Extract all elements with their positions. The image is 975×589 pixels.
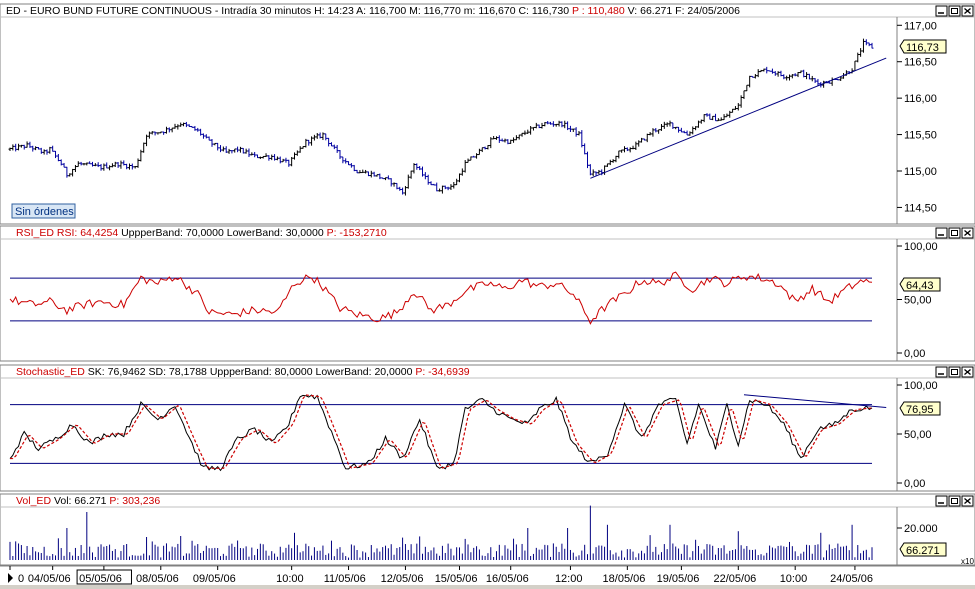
panel-border: [0, 225, 975, 362]
time-tick-label: 12/05/06: [381, 573, 424, 585]
price-last-value-tag: 116,73: [899, 39, 947, 54]
volume-scale-note: x10: [961, 557, 974, 566]
time-tick-label: 12:00: [555, 573, 583, 585]
maximize-icon: [951, 8, 958, 14]
time-tick-label: 24/05/06: [830, 573, 873, 585]
svg-text:116,73: 116,73: [906, 42, 939, 54]
time-tick-label: 04/05/06: [28, 573, 71, 585]
rsi-line: [9, 271, 873, 325]
price-tick-label: 114,50: [904, 202, 937, 214]
close-icon: [964, 230, 971, 236]
price-header: ED - EURO BUND FUTURE CONTINUOUS - Intra…: [6, 5, 740, 17]
time-tick-label: 08/05/06: [136, 573, 179, 585]
price-tick-label: 116,50: [904, 57, 937, 69]
time-tick-label: 10:00: [276, 573, 304, 585]
rsi-header: RSI_ED RSI: 64,4254 UppperBand: 70,0000 …: [16, 227, 387, 239]
stoch-tick-label: 0,00: [904, 478, 925, 490]
stoch-divergence-line: [743, 394, 887, 409]
close-icon: [964, 498, 971, 504]
panel-frames: [0, 3, 975, 567]
close-icon: [964, 369, 971, 375]
volume-header: Vol_ED Vol: 66.271 P: 303,236: [16, 495, 160, 507]
minimize-button: [935, 227, 948, 239]
minimize-button: [935, 5, 948, 17]
price-tick-label: 115,00: [904, 166, 937, 178]
price-tick-label: 117,00: [904, 20, 937, 32]
minimize-button: [935, 366, 948, 378]
time-tick-label: 15/05/06: [435, 573, 478, 585]
time-tick-label: 18/05/06: [603, 573, 646, 585]
time-tick-label: 11/05/06: [324, 573, 366, 585]
svg-text:76,95: 76,95: [906, 404, 934, 416]
maximize-icon: [951, 230, 958, 236]
stoch-tick-label: 50,00: [904, 429, 932, 441]
rsi-last-value-tag: 64,43: [899, 277, 941, 292]
time-axis: 0 04/05/06 05/05/06 08/05/06 09/05/06 10:00 11…: [9, 566, 873, 585]
volume-last-value-tag: 66.271: [899, 542, 947, 557]
volume-series: [9, 505, 873, 560]
close-icon: [964, 8, 971, 14]
maximize-button: [948, 366, 961, 378]
sin-ordenes-badge[interactable]: Sin órdenes: [11, 203, 76, 219]
stoch-sk-line: [9, 394, 873, 472]
panel-window-buttons[interactable]: [935, 5, 974, 507]
minimize-button: [935, 495, 948, 507]
volume-tick-label: 20.000: [904, 523, 938, 535]
maximize-button: [948, 227, 961, 239]
panel-border: [0, 493, 975, 566]
sin-ordenes-label: Sin órdenes: [15, 206, 74, 218]
time-tick-label: 22/05/06: [713, 573, 756, 585]
stochastic-header: Stochastic_ED SK: 76,9462 SD: 78,1788 Up…: [16, 366, 470, 378]
time-tick-label: 16/05/06: [486, 573, 529, 585]
time-tick-label: 0: [18, 573, 24, 585]
maximize-button: [948, 5, 961, 17]
panel-border: [0, 364, 975, 492]
maximize-icon: [951, 498, 958, 504]
stoch-sd-line: [10, 394, 873, 469]
bottom-scrollbar[interactable]: [0, 585, 975, 589]
rsi-tick-label: 50,00: [904, 295, 932, 307]
time-tick-label: 05/05/06: [79, 573, 122, 585]
stoch-tick-label: 100,00: [904, 380, 938, 392]
maximize-button: [948, 495, 961, 507]
price-series: [8, 38, 887, 196]
time-tick-label: 10:00: [780, 573, 808, 585]
svg-text:66.271: 66.271: [906, 545, 940, 557]
time-tick-label: 19/05/06: [657, 573, 700, 585]
stochastic-series: [9, 394, 887, 472]
scroll-left-arrow[interactable]: [8, 573, 13, 583]
time-tick-label: 09/05/06: [193, 573, 236, 585]
stochastic-last-value-tag: 76,95: [899, 401, 941, 416]
panel-border: [0, 3, 975, 225]
support-trendline: [590, 57, 887, 179]
rsi-tick-label: 0,00: [904, 348, 925, 360]
price-tick-label: 116,00: [904, 93, 937, 105]
y-axis-ticks: 117,00 116,50 116,00 115,50 115,00 114,50 100,…: [897, 20, 938, 535]
maximize-icon: [951, 369, 958, 375]
rsi-series: [9, 271, 873, 325]
rsi-tick-label: 100,00: [904, 241, 938, 253]
time-label-highlight: [76, 569, 132, 585]
price-tick-label: 115,50: [904, 130, 937, 142]
svg-text:64,43: 64,43: [906, 280, 934, 292]
